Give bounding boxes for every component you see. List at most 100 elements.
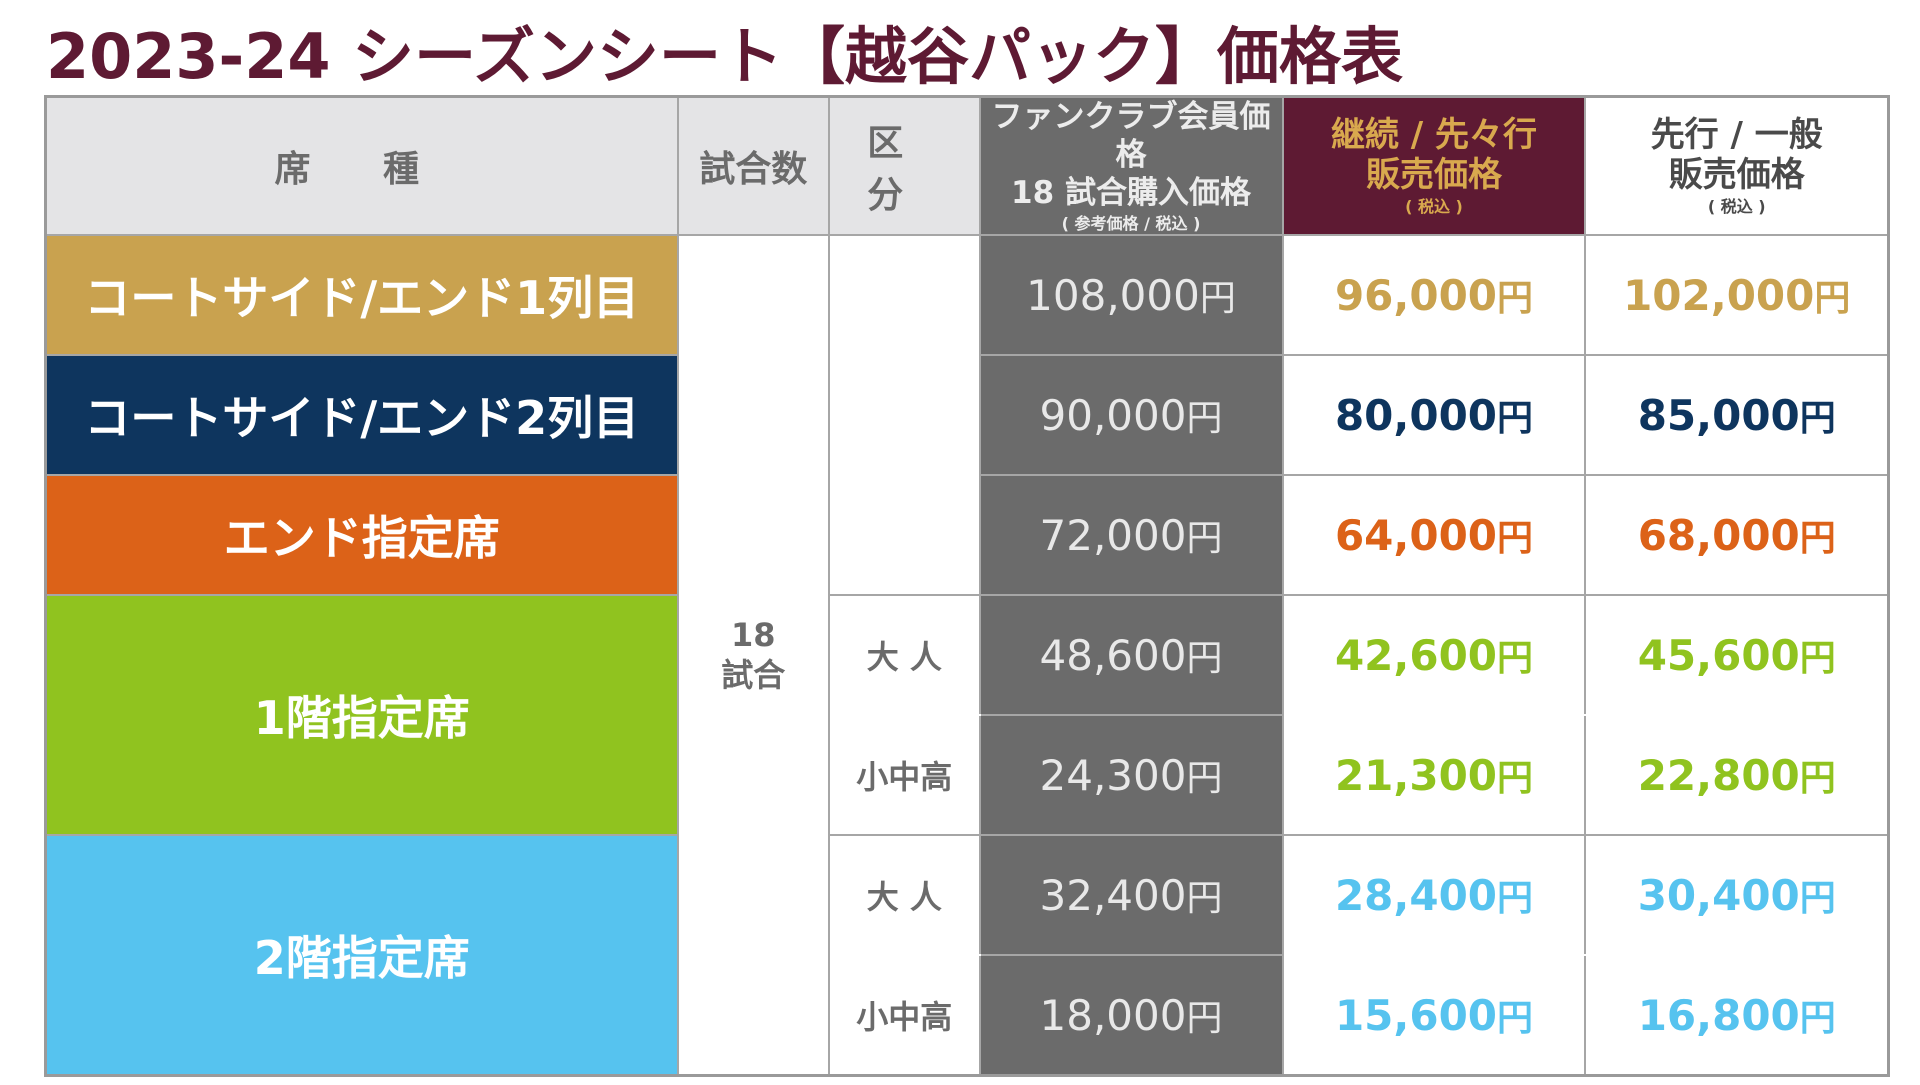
header-fanclub-line2: 18 試合購入価格 [1011, 175, 1251, 211]
header-general-note: ( 税込 ) [1707, 197, 1766, 216]
yen-unit: 円 [1497, 518, 1534, 559]
general-price-cell: 22,800円 [1584, 714, 1890, 836]
header-fanclub-price: ファンクラブ会員価格 18 試合購入価格 ( 参考価格 / 税込 ) [978, 95, 1284, 236]
general-price-cell: 45,600円 [1584, 594, 1890, 716]
fanclub-price-cell: 72,000円 [978, 474, 1284, 596]
general-price-cell: 85,000円 [1584, 354, 1890, 476]
general-price: 68,000 [1637, 511, 1800, 560]
yen-unit: 円 [1186, 997, 1223, 1039]
seat-court-row1: コートサイド/エンド1列目 [44, 234, 679, 356]
yen-unit: 円 [1199, 278, 1236, 319]
continuing-price: 96,000 [1334, 271, 1498, 320]
fanclub-price: 32,400 [1039, 871, 1187, 920]
continuing-price: 15,600 [1334, 990, 1498, 1040]
games-count-number: 18 [731, 615, 776, 654]
fanclub-price: 72,000 [1039, 511, 1187, 560]
fanclub-price-cell: 90,000円 [978, 354, 1284, 476]
header-fanclub-line1: ファンクラブ会員価格 [991, 99, 1271, 173]
yen-unit: 円 [1799, 398, 1836, 439]
continuing-price: 42,600 [1334, 631, 1498, 680]
general-price: 22,800 [1637, 751, 1800, 800]
fanclub-price-cell: 32,400円 [978, 834, 1284, 956]
general-price: 16,800 [1637, 990, 1800, 1040]
yen-unit: 円 [1186, 758, 1223, 799]
yen-unit: 円 [1186, 518, 1223, 559]
general-price: 85,000 [1637, 391, 1800, 440]
division-blank [828, 234, 981, 596]
continuing-price-cell: 96,000円 [1281, 234, 1587, 356]
fanclub-price: 90,000 [1039, 391, 1187, 440]
general-price: 45,600 [1637, 631, 1800, 680]
yen-unit: 円 [1799, 997, 1836, 1039]
yen-unit: 円 [1497, 878, 1534, 919]
yen-unit: 円 [1186, 638, 1223, 679]
yen-unit: 円 [1497, 278, 1534, 319]
yen-unit: 円 [1799, 758, 1836, 799]
continuing-price-cell: 21,300円 [1281, 714, 1587, 836]
fanclub-price-cell: 18,000円 [978, 954, 1284, 1076]
page-title: 2023-24 シーズンシート【越谷パック】価格表 [46, 20, 1404, 93]
fanclub-price: 24,300 [1039, 751, 1187, 800]
continuing-price: 28,400 [1334, 871, 1498, 920]
header-row: 席 種 試合数 区 分 ファンクラブ会員価格 18 試合購入価格 ( 参考価格 … [44, 95, 1890, 236]
continuing-price-cell: 80,000円 [1281, 354, 1587, 476]
general-price-cell: 102,000円 [1584, 234, 1890, 356]
continuing-price-cell: 28,400円 [1281, 834, 1587, 956]
continuing-price: 80,000 [1334, 391, 1498, 440]
seat-floor1-reserved: 1階指定席 [44, 594, 679, 836]
yen-unit: 円 [1497, 638, 1534, 679]
division-student: 小中高 [828, 954, 981, 1076]
header-general-price: 先行 / 一般 販売価格 ( 税込 ) [1584, 95, 1890, 236]
fanclub-price-cell: 48,600円 [978, 594, 1284, 716]
fanclub-price-cell: 108,000円 [978, 234, 1284, 356]
continuing-price: 21,300 [1334, 751, 1498, 800]
table-row: 1階指定席 大 人 48,600円 42,600円 45,600円 [44, 594, 1890, 836]
table-row: 小中高 24,300円 21,300円 22,800円 [46, 714, 1890, 836]
seat-floor2-reserved: 2階指定席 [44, 834, 679, 1076]
yen-unit: 円 [1497, 758, 1534, 799]
games-count: 18 試合 [676, 234, 831, 1076]
yen-unit: 円 [1799, 878, 1836, 919]
general-price-cell: 30,400円 [1584, 834, 1890, 956]
general-price: 30,400 [1637, 871, 1800, 920]
fanclub-price: 48,600 [1039, 631, 1187, 680]
yen-unit: 円 [1186, 398, 1223, 439]
table-row: 小中高 18,000円 15,600円 16,800円 [46, 954, 1890, 1076]
continuing-price: 64,000 [1334, 511, 1498, 560]
header-continuing-line2: 販売価格 [1365, 155, 1502, 195]
header-general-line2: 販売価格 [1668, 155, 1805, 195]
yen-unit: 円 [1814, 278, 1851, 319]
header-continuing-note: ( 税込 ) [1405, 197, 1463, 216]
general-price-cell: 68,000円 [1584, 474, 1890, 596]
yen-unit: 円 [1799, 638, 1836, 679]
price-table: 席 種 試合数 区 分 ファンクラブ会員価格 18 試合購入価格 ( 参考価格 … [44, 95, 1890, 1077]
division-adult: 大 人 [828, 834, 981, 956]
seat-court-row2: コートサイド/エンド2列目 [44, 354, 679, 476]
general-price-cell: 16,800円 [1584, 954, 1890, 1076]
yen-unit: 円 [1186, 878, 1223, 919]
yen-unit: 円 [1497, 398, 1534, 439]
games-count-unit: 試合 [721, 655, 786, 694]
header-seat-type: 席 種 [44, 95, 679, 236]
division-student: 小中高 [828, 714, 981, 836]
seat-end-reserved: エンド指定席 [44, 474, 679, 596]
continuing-price-cell: 42,600円 [1281, 594, 1587, 716]
fanclub-price: 108,000 [1026, 271, 1200, 320]
table-row: エンド指定席 72,000円 64,000円 68,000円 [44, 474, 1890, 596]
header-continuing-price: 継続 / 先々行 販売価格 ( 税込 ) [1281, 95, 1587, 236]
table-row: コートサイド/エンド1列目 18 試合 108,000円 96,000円 102… [44, 234, 1890, 1076]
header-general-line1: 先行 / 一般 [1650, 115, 1823, 155]
continuing-price-cell: 64,000円 [1281, 474, 1587, 596]
header-games: 試合数 [676, 95, 831, 236]
general-price: 102,000 [1623, 271, 1815, 320]
table-row: コートサイド/エンド2列目 90,000円 80,000円 85,000円 [44, 354, 1890, 476]
yen-unit: 円 [1799, 518, 1836, 559]
division-adult: 大 人 [828, 594, 981, 716]
table-row: 2階指定席 大 人 32,400円 28,400円 30,400円 [44, 834, 1890, 1076]
header-fanclub-note: ( 参考価格 / 税込 ) [1061, 214, 1201, 233]
continuing-price-cell: 15,600円 [1281, 954, 1587, 1076]
fanclub-price: 18,000 [1039, 990, 1187, 1040]
header-division: 区 分 [828, 95, 981, 236]
yen-unit: 円 [1497, 997, 1534, 1039]
